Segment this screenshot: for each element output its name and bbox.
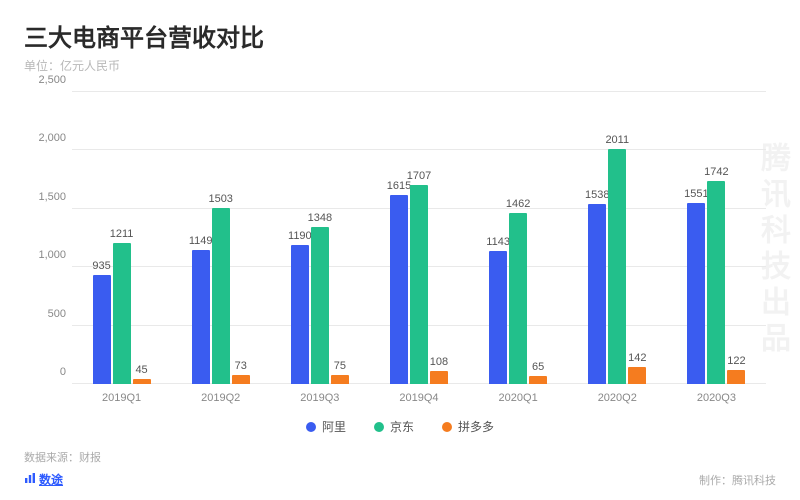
bar-value-label: 45 — [127, 364, 157, 376]
bar — [628, 367, 646, 384]
x-axis-label: 2019Q1 — [102, 392, 141, 404]
y-axis-label: 1,000 — [24, 249, 66, 261]
bar-chart-icon — [24, 472, 36, 487]
x-axis-label: 2020Q1 — [499, 392, 538, 404]
bar-group: 11491503732019Q2 — [171, 92, 270, 384]
bar — [707, 181, 725, 384]
bar — [133, 379, 151, 384]
y-axis-label: 2,000 — [24, 132, 66, 144]
bar — [93, 275, 111, 384]
bar-group: 11901348752019Q3 — [270, 92, 369, 384]
y-axis-label: 2,500 — [24, 74, 66, 86]
bar-group: 153820111422020Q2 — [568, 92, 667, 384]
bar — [410, 185, 428, 384]
bar-value-label: 2011 — [602, 134, 632, 146]
legend-swatch — [306, 422, 316, 432]
legend-label: 阿里 — [322, 418, 346, 435]
x-axis-label: 2019Q2 — [201, 392, 240, 404]
brand-link[interactable]: 数途 — [24, 471, 101, 488]
x-axis-label: 2019Q4 — [399, 392, 438, 404]
bar — [509, 213, 527, 384]
bar-value-label: 1707 — [404, 170, 434, 182]
bar — [687, 203, 705, 384]
bar — [588, 204, 606, 384]
brand-label: 数途 — [39, 471, 63, 488]
bar-value-label: 75 — [325, 360, 355, 372]
bar-group: 9351211452019Q1 — [72, 92, 171, 384]
legend-swatch — [442, 422, 452, 432]
bar — [489, 251, 507, 385]
bar-value-label: 142 — [622, 352, 652, 364]
bar — [529, 376, 547, 384]
x-axis-label: 2020Q3 — [697, 392, 736, 404]
chart-title: 三大电商平台营收对比 — [24, 18, 776, 53]
bar-value-label: 73 — [226, 360, 256, 372]
legend-item: 京东 — [374, 418, 414, 435]
bar-value-label: 1742 — [701, 166, 731, 178]
legend-label: 京东 — [390, 418, 414, 435]
chart-subtitle: 单位：亿元人民币 — [24, 57, 776, 74]
legend-item: 阿里 — [306, 418, 346, 435]
y-axis-label: 0 — [24, 366, 66, 378]
bar-value-label: 122 — [721, 355, 751, 367]
bar-value-label: 108 — [424, 356, 454, 368]
bar — [232, 375, 250, 384]
legend-swatch — [374, 422, 384, 432]
footer: 数据来源：财报 数途 制作：腾讯科技 — [24, 449, 776, 488]
bar — [608, 149, 626, 384]
x-axis-label: 2020Q2 — [598, 392, 637, 404]
chart-area: 05001,0001,5002,0002,5009351211452019Q11… — [24, 88, 776, 408]
y-axis-label: 1,500 — [24, 191, 66, 203]
bar — [192, 250, 210, 384]
x-axis-label: 2019Q3 — [300, 392, 339, 404]
bar-group: 11431462652020Q1 — [469, 92, 568, 384]
bar-group: 161517071082019Q4 — [369, 92, 468, 384]
bar — [390, 195, 408, 384]
plot-region: 05001,0001,5002,0002,5009351211452019Q11… — [72, 92, 766, 384]
legend-item: 拼多多 — [442, 418, 494, 435]
bar — [212, 208, 230, 384]
bar — [430, 371, 448, 384]
bar — [291, 245, 309, 384]
bar-group: 155117421222020Q3 — [667, 92, 766, 384]
bar — [331, 375, 349, 384]
bar-value-label: 1211 — [107, 228, 137, 240]
credit-label: 制作：腾讯科技 — [699, 472, 776, 488]
source-label: 数据来源：财报 — [24, 449, 101, 465]
legend-label: 拼多多 — [458, 418, 494, 435]
bar-value-label: 65 — [523, 361, 553, 373]
bar-value-label: 1503 — [206, 193, 236, 205]
legend: 阿里 京东 拼多多 — [24, 418, 776, 435]
bar-value-label: 1462 — [503, 198, 533, 210]
bar-value-label: 1348 — [305, 212, 335, 224]
bar — [727, 370, 745, 384]
y-axis-label: 500 — [24, 308, 66, 320]
